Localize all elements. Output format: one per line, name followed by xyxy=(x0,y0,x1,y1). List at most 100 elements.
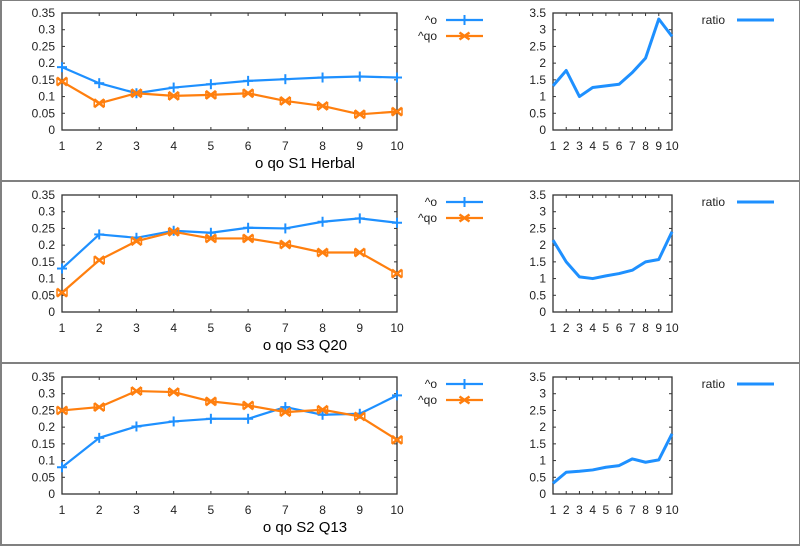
x-marker xyxy=(391,434,403,445)
y-tick-label: 3 xyxy=(539,387,546,401)
x-tick-label: 10 xyxy=(665,321,679,335)
series-line-o xyxy=(61,66,398,95)
plot-area-border xyxy=(552,12,673,131)
x-tick-label: 1 xyxy=(59,139,66,153)
y-tick-label: 0.25 xyxy=(32,403,56,417)
x-tick-label: 3 xyxy=(576,503,583,517)
x-tick-label: 8 xyxy=(319,321,326,335)
data-point-qo xyxy=(167,226,180,237)
x-marker xyxy=(93,402,106,413)
data-point-o xyxy=(317,216,328,227)
y-tick-label: 0.3 xyxy=(38,23,55,37)
data-point-o xyxy=(392,390,402,401)
y-tick-label: 2 xyxy=(539,420,546,434)
legend-label: ^qo xyxy=(418,29,437,43)
x-tick-label: 8 xyxy=(319,139,326,153)
y-tick-label: 1 xyxy=(539,272,546,286)
x-marker xyxy=(279,239,292,250)
x-tick-label: 10 xyxy=(390,139,404,153)
y-tick-label: 0 xyxy=(539,487,546,501)
data-point-qo xyxy=(56,76,68,87)
x-axis-title: o qo S2 Q13 xyxy=(263,519,347,536)
x-tick-label: 7 xyxy=(282,503,289,517)
y-tick-label: 0.1 xyxy=(38,454,55,468)
series-line-ratio xyxy=(552,433,674,485)
series-line-o xyxy=(61,217,398,270)
y-tick-label: 0.35 xyxy=(32,188,56,202)
x-tick-label: 1 xyxy=(550,139,557,153)
x-tick-label: 3 xyxy=(576,321,583,335)
y-tick-label: 3 xyxy=(539,23,546,37)
x-tick-label: 3 xyxy=(133,139,140,153)
data-point-qo xyxy=(93,98,106,109)
data-point-qo xyxy=(56,287,68,298)
data-point-qo xyxy=(391,434,403,445)
x-tick-label: 4 xyxy=(170,321,177,335)
data-point-qo xyxy=(130,386,143,397)
x-tick-label: 6 xyxy=(245,139,252,153)
legend-label: ratio xyxy=(702,13,726,27)
y-tick-label: 0 xyxy=(539,305,546,319)
data-point-o xyxy=(94,432,105,443)
series-line-ratio xyxy=(551,231,674,281)
data-point-qo xyxy=(316,247,329,258)
x-marker xyxy=(56,405,68,416)
data-point-qo xyxy=(167,90,180,101)
x-marker xyxy=(316,404,329,415)
x-marker xyxy=(167,387,180,398)
x-tick-label: 8 xyxy=(319,503,326,517)
x-tick-label: 2 xyxy=(563,139,570,153)
legend-label: ^o xyxy=(425,195,438,209)
x-tick-label: 4 xyxy=(589,139,596,153)
y-tick-label: 0.5 xyxy=(529,470,546,484)
y-tick-label: 2 xyxy=(539,56,546,70)
data-point-qo xyxy=(316,404,329,415)
x-tick-label: 10 xyxy=(390,321,404,335)
x-tick-label: 7 xyxy=(282,139,289,153)
x-marker xyxy=(279,407,292,418)
legend-label: ^qo xyxy=(418,393,437,407)
x-tick-label: 7 xyxy=(629,503,636,517)
x-marker xyxy=(242,400,254,411)
y-tick-label: 0.2 xyxy=(38,420,55,434)
x-marker xyxy=(167,90,180,101)
x-marker xyxy=(130,88,143,99)
plot-0: 0 0.05 0.1 0.15 0.2 0.25 0.3 0.35 1 2 3 4 5 6 7 8 9 10 o q… xyxy=(32,6,483,172)
y-tick-label: 0.1 xyxy=(38,90,55,104)
y-tick-label: 0 xyxy=(48,123,55,137)
data-point-qo xyxy=(242,400,254,411)
x-marker xyxy=(205,396,217,407)
plot-area-border xyxy=(552,376,673,495)
legend-marker xyxy=(458,213,471,223)
y-tick-label: 0.25 xyxy=(32,39,56,53)
data-point-o xyxy=(354,213,365,224)
x-tick-label: 9 xyxy=(356,503,363,517)
data-point-o xyxy=(131,421,142,432)
data-point-qo xyxy=(242,233,254,244)
x-marker xyxy=(316,247,329,258)
data-point-o xyxy=(205,413,216,424)
y-tick-label: 3.5 xyxy=(529,6,546,20)
y-tick-label: 0 xyxy=(48,487,55,501)
x-tick-label: 8 xyxy=(642,321,649,335)
series-line-o xyxy=(61,394,398,469)
data-point-o xyxy=(354,71,365,82)
data-point-o xyxy=(57,263,67,274)
panel-separator xyxy=(0,362,799,364)
legend-marker xyxy=(458,395,471,405)
data-point-o xyxy=(243,413,254,424)
x-tick-label: 9 xyxy=(356,139,363,153)
x-marker xyxy=(56,76,68,87)
x-tick-label: 1 xyxy=(59,321,66,335)
x-tick-label: 8 xyxy=(642,503,649,517)
x-marker xyxy=(167,226,180,237)
x-tick-label: 5 xyxy=(603,321,610,335)
x-tick-label: 4 xyxy=(170,139,177,153)
data-point-qo xyxy=(391,268,403,279)
x-tick-label: 5 xyxy=(603,139,610,153)
x-tick-label: 3 xyxy=(576,139,583,153)
data-point-o xyxy=(168,416,179,427)
y-tick-label: 1 xyxy=(539,90,546,104)
data-point-qo xyxy=(205,233,217,244)
